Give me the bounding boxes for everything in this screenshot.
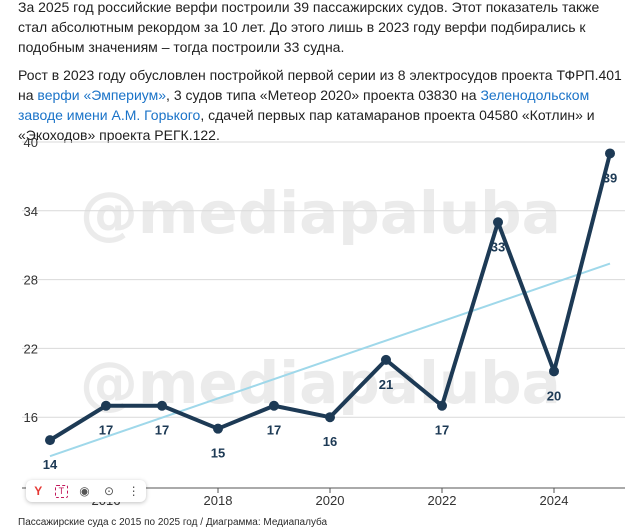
- x-axis: 20162018202020222024: [92, 488, 569, 508]
- data-point: [381, 354, 391, 365]
- data-point: [549, 366, 559, 377]
- screenshot-icon[interactable]: ⊙: [104, 484, 115, 498]
- data-label: 33: [491, 239, 505, 254]
- y-tick-label: 28: [24, 273, 38, 288]
- data-point: [437, 400, 447, 411]
- x-tick-label: 2018: [204, 493, 233, 508]
- x-tick-label: 2022: [428, 493, 457, 508]
- floating-toolbar: Y T ◉ ⊙ ⋮: [26, 480, 146, 502]
- eye-icon[interactable]: ◉: [79, 484, 90, 498]
- y-tick-label: 16: [24, 410, 38, 425]
- data-point: [493, 217, 503, 228]
- paragraph-intro: За 2025 год российские верфи построили 3…: [18, 0, 600, 55]
- data-label: 17: [155, 423, 169, 438]
- paragraph-growth: Рост в 2023 году обусловлен постройкой п…: [18, 65, 622, 145]
- link-emperium[interactable]: верфи «Эмпериум»: [37, 87, 167, 103]
- more-icon[interactable]: ⋮: [127, 484, 140, 498]
- paragraph-text: , 3 судов типа «Метеор 2020» проекта 038…: [166, 87, 481, 103]
- watermark: @mediapaluba: [80, 179, 561, 247]
- y-tick-label: 22: [24, 341, 38, 356]
- x-tick-label: 2024: [540, 493, 569, 508]
- paragraph-text: Рост в 2023 году обусловлен постройкой п…: [18, 67, 622, 103]
- data-label: 15: [211, 446, 225, 461]
- y-axis: 16 22 28 34 40: [24, 135, 38, 425]
- data-point: [605, 148, 615, 159]
- data-point: [213, 423, 223, 434]
- y-tick-label: 40: [24, 135, 38, 150]
- data-label: 17: [267, 423, 281, 438]
- translate-icon[interactable]: T: [54, 484, 68, 498]
- data-point: [325, 412, 335, 423]
- data-points: [45, 148, 615, 446]
- x-tick-label: 2020: [316, 493, 345, 508]
- link-zelenodolsk[interactable]: Зеленодольском заводе имени А.М. Горьког…: [18, 87, 590, 123]
- data-point: [269, 400, 279, 411]
- yandex-icon[interactable]: Y: [34, 484, 43, 498]
- data-label: 39: [603, 170, 617, 185]
- paragraph-text: , сдачей первых пар катамаранов проекта …: [18, 107, 595, 143]
- data-point: [45, 435, 55, 446]
- data-label: 21: [379, 377, 393, 392]
- data-point: [101, 400, 111, 411]
- data-label: 20: [547, 388, 561, 403]
- trend-line: [49, 262, 611, 458]
- data-labels: 14 17 17 15 17 16 21 17 33 20 39: [43, 170, 617, 472]
- data-label: 16: [323, 434, 337, 449]
- y-tick-label: 34: [24, 204, 38, 219]
- data-label: 17: [99, 423, 113, 438]
- data-point: [157, 400, 167, 411]
- data-label: 14: [43, 457, 58, 472]
- chart-caption: Пассажирские суда с 2015 по 2025 год / Д…: [18, 517, 328, 528]
- data-label: 17: [435, 423, 449, 438]
